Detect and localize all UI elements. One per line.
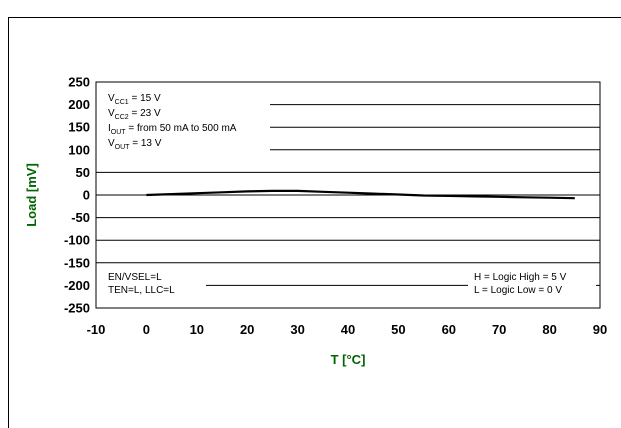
test-conditions-box: VCC1 = 15 V VCC2 = 23 V IOUT = from 50 mA … [108, 93, 237, 151]
x-tick-label: 30 [290, 322, 304, 337]
y-tick-label: -50 [71, 210, 90, 225]
x-axis-title: T [°C] [331, 352, 366, 367]
pin-setting-text: TEN=L, LLC=L [108, 285, 175, 296]
y-tick-label: 150 [68, 120, 90, 135]
logic-level-text: H = Logic High = 5 V [474, 272, 567, 283]
x-tick-label: 0 [143, 322, 150, 337]
y-tick-label: 50 [76, 165, 90, 180]
condition-text: VOUT = 13 V [108, 138, 162, 151]
y-tick-labels: 250 200 150 100 50 0 -50 -100 -150 -200 -250 [64, 75, 90, 316]
x-tick-label: -10 [87, 322, 106, 337]
y-tick-label: -200 [64, 278, 90, 293]
y-tick-label: 250 [68, 75, 90, 90]
x-tick-label: 90 [593, 322, 607, 337]
plot-area [95, 81, 601, 309]
y-tick-label: 0 [83, 188, 90, 203]
plot-border [95, 81, 601, 309]
condition-text: VCC1 = 15 V [108, 93, 161, 106]
x-tick-label: 50 [391, 322, 405, 337]
grid-lines [96, 104, 600, 286]
x-tick-label: 10 [190, 322, 204, 337]
y-tick-label: 100 [68, 142, 90, 157]
x-tick-label: 60 [442, 322, 456, 337]
x-tick-labels: -10 0 10 20 30 40 50 60 70 80 90 [87, 322, 608, 337]
pin-setting-text: EN/VSEL=L [108, 272, 162, 283]
logic-levels-box: H = Logic High = 5 V L = Logic Low = 0 V [474, 272, 567, 296]
condition-text: VCC2 = 23 V [108, 108, 161, 121]
pin-settings-box: EN/VSEL=L TEN=L, LLC=L [108, 272, 175, 296]
y-tick-label: -150 [64, 255, 90, 270]
x-tick-label: 40 [341, 322, 355, 337]
series-group [146, 189, 575, 200]
y-tick-label: 200 [68, 97, 90, 112]
x-tick-label: 70 [492, 322, 506, 337]
y-axis-title: Load [mV] [24, 163, 39, 227]
logic-level-text: L = Logic Low = 0 V [474, 285, 562, 296]
x-tick-label: 20 [240, 322, 254, 337]
y-tick-label: -100 [64, 233, 90, 248]
condition-text: IOUT = from 50 mA to 500 mA [108, 123, 237, 136]
x-tick-label: 80 [542, 322, 556, 337]
series-line [146, 189, 575, 200]
y-tick-label: -250 [64, 301, 90, 316]
figure-frame [8, 17, 621, 428]
